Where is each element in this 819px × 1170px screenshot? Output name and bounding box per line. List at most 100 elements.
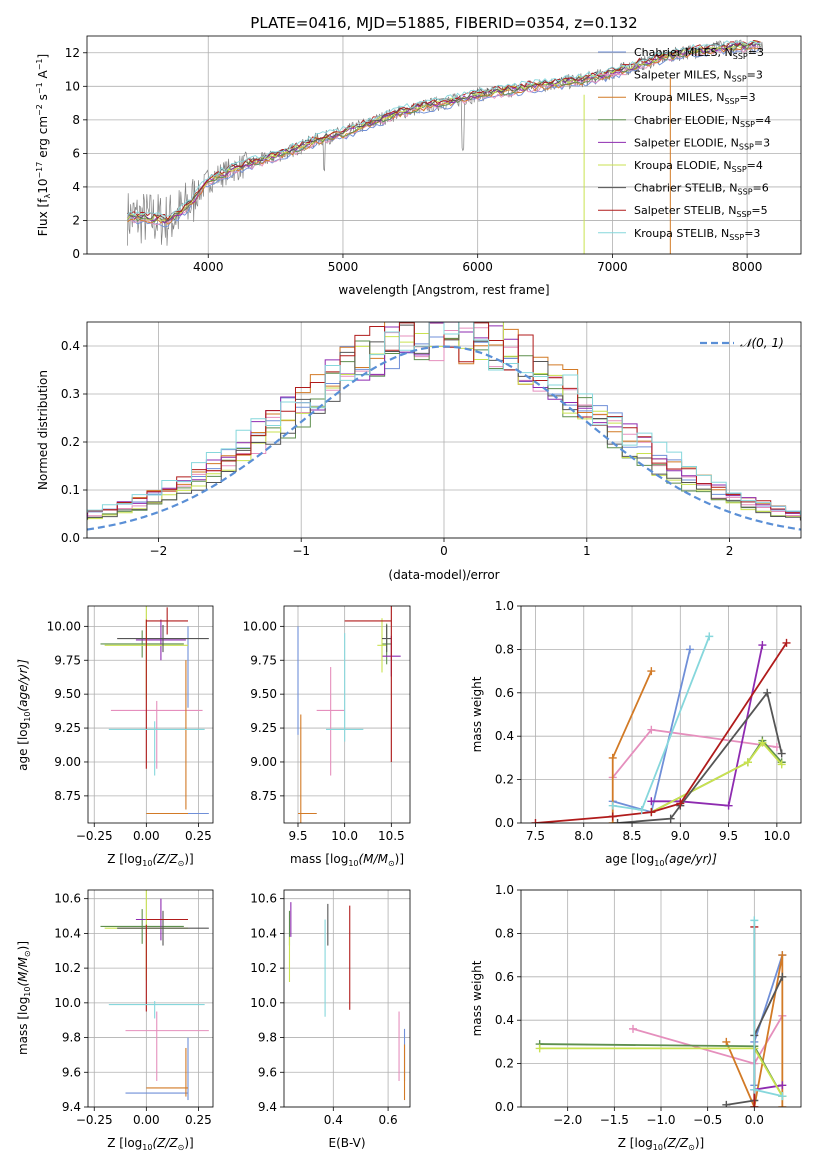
y-tick-label: 0.0 (61, 531, 80, 545)
x-axis-label: Z [log10(Z/Z⊙)] (107, 852, 193, 868)
x-tick-label: −1.5 (600, 1113, 629, 1127)
y-axis-label: mass weight (470, 676, 484, 752)
x-tick-label: 0.6 (379, 1113, 398, 1127)
y-tick-label: 10.00 (243, 619, 277, 633)
weight-line-5 (650, 741, 783, 813)
y-tick-label: 8 (72, 113, 80, 127)
x-tick-label: −0.25 (76, 1113, 113, 1127)
x-tick-label: 8.0 (574, 829, 593, 843)
weight-marker (750, 1085, 759, 1094)
x-tick-label: 8.5 (622, 829, 641, 843)
y-tick-label: 9.50 (54, 687, 81, 701)
y-tick-label: 10 (65, 79, 80, 93)
x-axis-label: wavelength [Angstrom, rest frame] (338, 283, 549, 297)
x-tick-label: 10.0 (331, 829, 358, 843)
legend-entry: Salpeter STELIB, NSSP=5 (634, 204, 768, 219)
x-tick-label: −0.25 (76, 829, 113, 843)
legend-entry: Chabrier MILES, NSSP=3 (634, 46, 764, 61)
y-axis-label: mass weight (470, 960, 484, 1036)
y-axis-label: age [log10(age/yr)] (16, 659, 32, 771)
x-tick-label: 0.0 (745, 1113, 764, 1127)
chart-age_vs_Z: −0.25 0.00 0.25 8.75 9.00 9.25 9.50 9.75 10.00 Z … (16, 605, 214, 868)
y-tick-label: 0.6 (495, 970, 514, 984)
y-tick-label: 9.4 (258, 1100, 277, 1114)
y-tick-label: 0.0 (495, 816, 514, 830)
x-tick-label: 2 (726, 544, 734, 558)
legend-entry: Salpeter ELODIE, NSSP=3 (634, 136, 770, 151)
weight-marker (778, 1092, 787, 1101)
model-spectrum-5 (127, 41, 761, 222)
plot-frame (520, 605, 802, 824)
weight-marker (535, 1044, 544, 1053)
plot-area (100, 606, 209, 815)
y-tick-label: 8.75 (250, 789, 277, 803)
weight-marker (778, 972, 787, 981)
weight-marker (778, 1103, 787, 1107)
y-tick-label: 0.8 (495, 642, 514, 656)
weight-marker (763, 688, 772, 697)
y-tick-label: 10.2 (250, 961, 277, 975)
y-tick-label: 0.2 (495, 773, 514, 787)
plot-area (535, 916, 787, 1107)
y-tick-label: 6 (72, 146, 80, 160)
x-tick-label: 0.00 (133, 829, 160, 843)
x-tick-label: 8000 (732, 260, 763, 274)
chart-residuals: −2 −1 0 1 2 0.0 0.1 0.2 0.3 0.4 (data-model)/error… (36, 321, 802, 582)
weight-marker (743, 758, 752, 767)
y-tick-label: 9.75 (250, 653, 277, 667)
plot-area (531, 632, 791, 823)
y-tick-label: 8.75 (54, 789, 81, 803)
y-tick-label: 1.0 (495, 599, 514, 613)
weight-marker (750, 1103, 759, 1107)
chart-weight_vs_age: 7.5 8.0 8.5 9.0 9.5 10.0 0.0 0.2 0.4 0.6 0.8 1.0 age… (470, 599, 802, 868)
model-spectrum-4 (127, 41, 761, 224)
x-tick-label: 0.4 (324, 1113, 343, 1127)
weight-marker (608, 812, 617, 821)
x-tick-label: 9.5 (288, 829, 307, 843)
weight-marker (750, 916, 759, 925)
legend-entry: 𝒩(0, 1) (740, 336, 784, 350)
y-tick-label: 0.8 (495, 926, 514, 940)
x-axis-label: mass [log10(M/M⊙)] (290, 852, 404, 868)
x-tick-label: 6000 (462, 260, 493, 274)
y-tick-label: 10.6 (250, 892, 277, 906)
x-tick-label: 9.5 (719, 829, 738, 843)
weight-marker (647, 725, 656, 734)
weight-marker (777, 749, 786, 758)
weight-marker (722, 1037, 731, 1046)
x-tick-label: 0.25 (185, 829, 212, 843)
x-axis-label: age [log10(age/yr)] (605, 852, 717, 868)
normal-curve (87, 345, 801, 531)
x-tick-label: −0.5 (693, 1113, 722, 1127)
plot-frame (86, 321, 802, 539)
weight-marker (782, 638, 791, 647)
weight-marker (608, 753, 617, 762)
y-tick-label: 0.4 (61, 339, 80, 353)
y-tick-label: 0.2 (61, 435, 80, 449)
plot-frame (283, 889, 411, 1108)
y-tick-label: 0.4 (495, 1013, 514, 1027)
y-tick-label: 9.4 (62, 1100, 81, 1114)
weight-marker (777, 760, 786, 769)
plot-area (87, 322, 801, 531)
plot-area (288, 902, 406, 1101)
y-tick-label: 0 (72, 247, 80, 261)
weight-marker (778, 951, 787, 960)
model-spectrum-7 (127, 40, 761, 221)
x-tick-label: 10.0 (764, 829, 791, 843)
plot-frame (283, 605, 411, 824)
y-tick-label: 9.00 (250, 755, 277, 769)
y-axis-label: Normed distribution (36, 370, 50, 490)
y-tick-label: 4 (72, 180, 80, 194)
weight-marker (666, 814, 675, 823)
y-tick-label: 10.2 (54, 961, 81, 975)
y-tick-label: 10.0 (250, 996, 277, 1010)
chart-age_vs_mass: 9.5 10.0 10.5 8.75 9.00 9.25 9.50 9.75 10.00 mass… (243, 605, 411, 868)
legend-entry: Kroupa STELIB, NSSP=3 (634, 227, 760, 242)
legend-entry: Chabrier ELODIE, NSSP=4 (634, 114, 771, 129)
weight-marker (758, 738, 767, 747)
y-axis-label: mass [log10(M/M⊙)] (16, 941, 32, 1055)
weight-line-1 (612, 728, 777, 778)
weight-marker (722, 1100, 731, 1107)
